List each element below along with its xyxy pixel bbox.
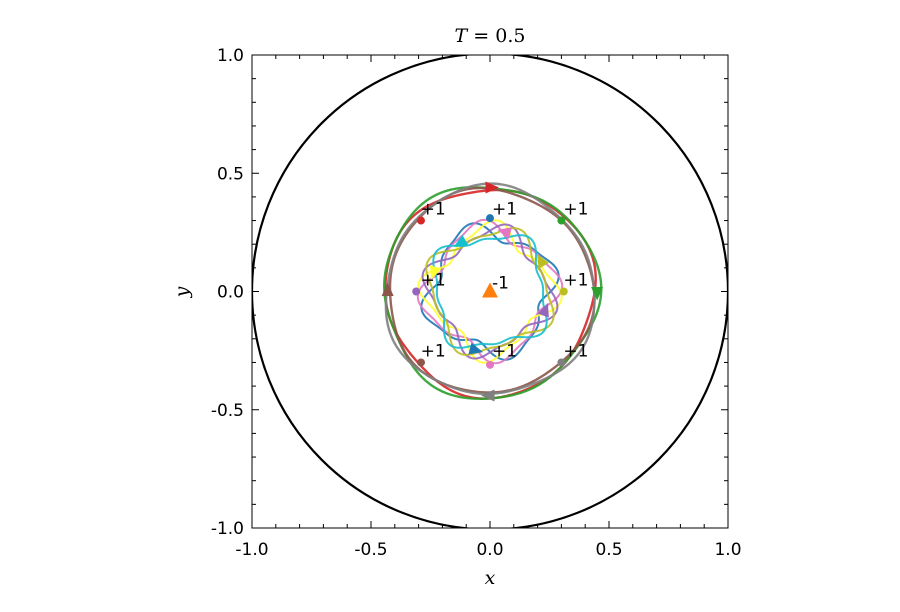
y-tick-label: -0.5	[211, 401, 244, 421]
chart-title: T = 0.5	[455, 25, 526, 47]
x-tick-label: 1.0	[714, 540, 741, 560]
data-layer: -1 +1 +1 +1 +1 +1 +1 +1 +1	[252, 55, 728, 528]
vortex-charge-label: +1	[421, 342, 446, 362]
vortex-start-point	[416, 216, 425, 225]
outer-trajectory-arrow	[591, 287, 604, 301]
ticks-layer: -1.0 -0.5 0.0 0.5 1.0 -1.0 -0.5 0.0 0.5 1.0	[211, 46, 742, 560]
vortex-start-point	[412, 287, 421, 296]
title-equals: =	[467, 25, 495, 47]
x-tick-label: -0.5	[354, 540, 387, 560]
title-value: 0.5	[495, 25, 525, 47]
inner-trajectory-arrow	[497, 227, 512, 240]
vortex-charge-label: +1	[421, 200, 446, 220]
outer-trajectory-arrow	[481, 389, 495, 402]
vortex-charge-label: +1	[563, 342, 588, 362]
inner-trajectory-arrow	[429, 264, 442, 280]
inner-trajectory-arrow	[468, 342, 483, 355]
vortex-start-point	[416, 358, 425, 367]
inner-trajectory-arrow	[453, 234, 469, 247]
vortex-charge-label: +1	[492, 342, 517, 362]
vortex-start-point	[486, 214, 494, 223]
y-tick-label: 0.5	[217, 164, 244, 184]
vortex-start-point	[557, 216, 566, 225]
x-tick-label: 0.0	[476, 540, 503, 560]
vortex-charge-label: +1	[492, 200, 517, 220]
y-tick-label: 1.0	[217, 46, 244, 66]
outer-trajectory-arrow	[485, 181, 499, 194]
inner-trajectory-arrow	[537, 302, 549, 318]
vortex-start-point	[557, 358, 566, 367]
y-tick-label: -1.0	[211, 519, 244, 539]
vortex-start-point	[559, 287, 568, 296]
vortex-start-point	[486, 360, 494, 369]
inner-trajectory-arrow	[537, 254, 549, 269]
outer-trajectory-arrow	[381, 282, 394, 296]
x-tick-label: -1.0	[235, 540, 268, 560]
vortex-charge-label: +1	[421, 271, 446, 291]
title-symbol: T	[455, 25, 469, 47]
x-axis-label: x	[485, 567, 496, 589]
y-tick-label: 0.0	[217, 283, 244, 303]
vortex-charge-label: +1	[563, 200, 588, 220]
center-antivortex-marker	[482, 282, 498, 298]
center-charge-label: -1	[492, 274, 509, 294]
vortex-charge-label: +1	[563, 271, 588, 291]
x-tick-label: 0.5	[595, 540, 622, 560]
y-axis-label: y	[171, 286, 193, 298]
inner-trajectory-line	[432, 234, 548, 349]
